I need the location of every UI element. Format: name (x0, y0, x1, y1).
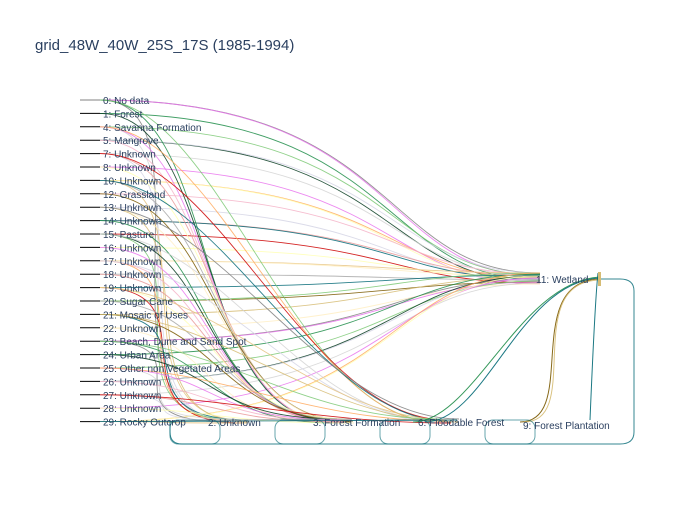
link-9-forest-plantation-to-wetland (519, 278, 601, 423)
node-2-unknown[interactable] (169, 419, 221, 445)
node-label-13-unknown: 13: Unknown (103, 203, 161, 214)
node-3-forest-formation[interactable] (274, 419, 326, 445)
chart-title: grid_48W_40W_25S_17S (1985-1994) (35, 37, 294, 54)
link-wetland-loop (169, 278, 635, 445)
link-21-mosaic-of-uses-to-6-floodable-forest (99, 313, 459, 423)
link-13-unknown-to-wetland (99, 206, 541, 282)
node-label-18-unknown: 18: Unknown (103, 270, 161, 281)
node-label-29-rocky-outcrop: 29: Rocky Outcrop (103, 418, 186, 429)
link-0-no-data-to-wetland (99, 99, 541, 277)
link-21-mosaic-of-uses-to-wetland (99, 276, 541, 315)
link-28-unknown-to-3-forest-formation (99, 407, 350, 424)
node-11-wetland[interactable] (598, 272, 601, 286)
node-label-12-grassland: 12: Grassland (103, 190, 165, 201)
node-label-27-unknown: 27: Unknown (103, 391, 161, 402)
node-label-17-unknown: 17: Unknown (103, 257, 161, 268)
link-5-mangrove-to-wetland (99, 139, 541, 274)
node-label-3-forest-formation: 3: Forest Formation (313, 418, 400, 429)
node-label-7-unknown: 7: Unknown (103, 150, 156, 161)
node-label-8-unknown: 8: Unknown (103, 163, 156, 174)
node-label-15-pasture: 15: Pasture (103, 230, 155, 241)
link-19-unknown-to-2-unknown (99, 287, 243, 424)
node-label-6-floodable-forest: 6: Floodable Forest (418, 418, 504, 429)
link-27-unknown-to-6-floodable-forest (99, 394, 452, 424)
link-wetland-down (589, 272, 599, 421)
link-10-unknown-to-2-unknown (99, 179, 244, 421)
link-18-unknown-to-3-forest-formation (99, 273, 345, 424)
node-label-26-unknown: 26: Unknown (103, 377, 161, 388)
nodes-layer (80, 99, 601, 445)
link-7-unknown-to-6-floodable-forest (99, 153, 448, 421)
node-label-19-unknown: 19: Unknown (103, 284, 161, 295)
link-16-unknown-to-wetland (99, 246, 541, 279)
node-label-10-unknown: 10: Unknown (103, 176, 161, 187)
node-6-floodable-forest[interactable] (379, 419, 431, 445)
link-19-unknown-to-6-floodable-forest (99, 287, 453, 421)
link-24-urban-area-to-3-forest-formation (99, 354, 338, 420)
link-13-unknown-to-3-forest-formation (99, 206, 355, 424)
link-1-forest-to-wetland (99, 112, 541, 281)
links-layer (99, 99, 635, 445)
link-21-mosaic-of-uses-to-3-forest-formation (99, 313, 354, 422)
link-25-other-non-vegetated-areas-to-3-forest-formation (99, 367, 341, 421)
node-label-24-urban-area: 24: Urban Area (103, 351, 171, 362)
link-4-savanna-formation-to-wetland (99, 126, 541, 276)
node-label-28-unknown: 28: Unknown (103, 404, 161, 415)
link-25-other-non-vegetated-areas-to-wetland (99, 280, 541, 369)
link-4-savanna-formation-to-2-unknown (99, 126, 232, 422)
link-10-unknown-to-6-floodable-forest (99, 179, 454, 423)
node-label-2-unknown: 2: Unknown (208, 418, 261, 429)
labels-layer: 0: No data 1: Forest 4: Savanna Formation 5… (103, 96, 610, 432)
link-20-sugar-cane-to-3-forest-formation (99, 300, 351, 421)
node-9-forest-plantation[interactable] (484, 419, 536, 445)
node-label-5-mangrove: 5: Mangrove (103, 136, 159, 147)
link-6-floodable-forest-to-wetland (412, 276, 601, 423)
link-13-unknown-to-6-floodable-forest (99, 206, 460, 420)
node-label-23-beach-dune-and-sand-spot: 23: Beach, Dune and Sand Spot (103, 337, 247, 348)
link-8-unknown-to-wetland (99, 166, 541, 285)
link-15-pasture-to-6-floodable-forest (99, 233, 441, 422)
link-17-unknown-to-6-floodable-forest (99, 260, 447, 424)
node-label-0-no-data: 0: No data (103, 96, 150, 107)
link-22-unknown-to-3-forest-formation (99, 327, 332, 423)
link-25-other-non-vegetated-areas-to-2-unknown (99, 367, 236, 420)
link-19-unknown-to-wetland (99, 274, 541, 289)
node-label-20-sugar-cane: 20: Sugar Cane (103, 297, 173, 308)
link-17-unknown-to-wetland (99, 260, 541, 274)
link-23-beach-dune-and-sand-spot-to-6-floodable-forest (99, 340, 440, 420)
node-label-4-savanna-formation: 4: Savanna Formation (103, 123, 201, 134)
link-7-unknown-to-2-unknown (99, 153, 238, 424)
link-27-unknown-to-wetland (99, 282, 541, 396)
link-25-other-non-vegetated-areas-to-6-floodable-forest (99, 367, 446, 422)
node-label-16-unknown: 16: Unknown (103, 243, 161, 254)
link-7-unknown-to-wetland (99, 153, 541, 278)
node-label-22-unknown: 22: Unknown (103, 324, 161, 335)
node-label-25-other-non-vegetated-areas: 25: Other non Vegetated Areas (103, 364, 240, 375)
node-label-14-unknown: 14: Unknown (103, 217, 161, 228)
node-label-9-forest-plantation: 9: Forest Plantation (523, 421, 610, 432)
link-4-savanna-formation-to-6-floodable-forest (99, 126, 442, 424)
link-9-forest-plantation-to-wetland (523, 279, 601, 423)
link-29-rocky-outcrop-to-wetland (99, 275, 541, 423)
link-12-grassland-to-wetland (99, 193, 541, 275)
node-label-1-forest: 1: Forest (103, 109, 143, 120)
node-label-11-wetland: 11: Wetland (536, 275, 588, 286)
link-13-unknown-to-2-unknown (99, 206, 250, 423)
node-label-21-mosaic-of-uses: 21: Mosaic of Uses (103, 310, 188, 321)
link-21-mosaic-of-uses-to-2-unknown (99, 313, 249, 421)
link-16-unknown-to-3-forest-formation (99, 246, 339, 422)
link-6-floodable-forest-to-wetland (424, 277, 601, 423)
link-22-unknown-to-wetland (99, 283, 541, 329)
